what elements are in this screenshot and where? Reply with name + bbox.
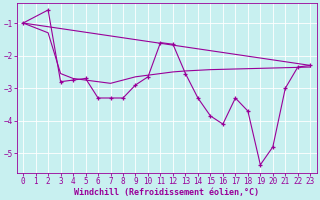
X-axis label: Windchill (Refroidissement éolien,°C): Windchill (Refroidissement éolien,°C) — [74, 188, 259, 197]
